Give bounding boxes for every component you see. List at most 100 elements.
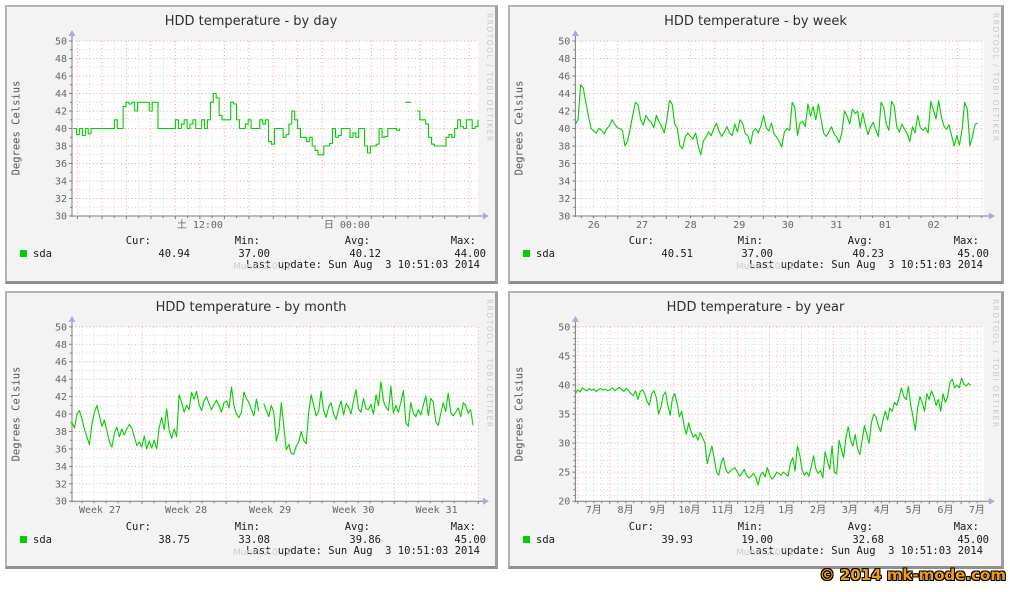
legend-max-header: Max: (953, 235, 979, 247)
legend-avg-value: 39.86 (349, 534, 381, 546)
chart-panel-month[interactable]: 30 32 34 36 38 40 42 44 46 48 50 Week 27 Week 28 Week… (5, 291, 498, 569)
svg-text:50: 50 (55, 322, 67, 333)
svg-text:7月: 7月 (969, 504, 985, 516)
svg-text:36: 36 (55, 444, 67, 455)
y-axis-title-day: Degrees Celsius (10, 80, 23, 176)
legend-min-header: Min: (737, 521, 763, 533)
svg-text:46: 46 (55, 72, 67, 83)
svg-text:02: 02 (928, 220, 940, 231)
legend-min-value: 33.08 (238, 534, 270, 546)
legend-max-value: 45.00 (957, 534, 989, 546)
y-axis-title-week: Degrees Celsius (513, 80, 526, 176)
svg-text:Week 27: Week 27 (79, 505, 121, 516)
day-chart-canvas: 30 32 34 36 38 40 42 44 46 48 50 土 12:00 日 00:00 (55, 30, 489, 231)
chart-panel-week[interactable]: 30 32 34 36 38 40 42 44 46 48 50 26 27 28 29 30 31 01 02 H… (508, 5, 1004, 284)
svg-text:30: 30 (55, 497, 67, 508)
legend-min-value: 19.00 (741, 534, 773, 546)
svg-text:2月: 2月 (810, 504, 826, 516)
svg-text:31: 31 (830, 220, 842, 231)
svg-text:8月: 8月 (618, 504, 634, 516)
site-copyright: © 2014 mk-mode.com (819, 566, 1006, 584)
svg-text:30: 30 (558, 212, 570, 223)
legend-min-value: 37.00 (238, 248, 270, 260)
legend-cur-value: 40.94 (158, 248, 190, 260)
series-swatch-sda (20, 536, 27, 543)
svg-text:29: 29 (733, 220, 745, 231)
legend-max-header: Max: (450, 235, 476, 247)
svg-text:1月: 1月 (778, 504, 794, 516)
chart-title-year: HDD temperature - by year (666, 300, 845, 315)
chart-title-day: HDD temperature - by day (164, 14, 338, 29)
svg-text:40: 40 (558, 380, 570, 391)
legend-cur-header: Cur: (628, 521, 654, 533)
svg-text:48: 48 (55, 54, 67, 65)
rrdtool-watermark: RRDTOOL / TOBI OETIKER (485, 13, 494, 143)
legend-avg-header: Avg: (847, 235, 873, 247)
svg-text:Week 31: Week 31 (416, 505, 458, 516)
svg-text:27: 27 (636, 220, 648, 231)
svg-text:25: 25 (558, 468, 570, 479)
munin-version: Munin 2.0.12 (233, 548, 292, 558)
svg-text:40: 40 (55, 124, 67, 135)
svg-text:45: 45 (558, 351, 570, 362)
chart-title-month: HDD temperature - by month (155, 300, 347, 315)
svg-text:Week 30: Week 30 (332, 505, 374, 516)
series-label-sda: sda (536, 534, 555, 546)
svg-text:32: 32 (55, 479, 67, 490)
svg-text:土 12:00: 土 12:00 (177, 218, 223, 231)
svg-text:7月: 7月 (586, 504, 602, 516)
series-label-sda: sda (33, 248, 52, 260)
svg-text:11月: 11月 (711, 504, 733, 516)
legend-min-value: 37.00 (741, 248, 773, 260)
chart-panel-year[interactable]: 20 25 30 35 40 45 50 7月 8月 9月 10月 11月 12月 1月 2月 3月 4月 5月 6… (508, 291, 1004, 569)
svg-text:38: 38 (55, 427, 67, 438)
legend-min-header: Min: (737, 235, 763, 247)
svg-text:Week 29: Week 29 (249, 505, 291, 516)
chart-panel-day[interactable]: 30 32 34 36 38 40 42 44 46 48 50 土 12:00 日 00:00 HDD… (5, 5, 498, 284)
svg-text:44: 44 (55, 375, 67, 386)
svg-text:50: 50 (558, 37, 570, 48)
rrdtool-watermark: RRDTOOL / TOBI OETIKER (991, 299, 1000, 429)
svg-text:48: 48 (558, 54, 570, 65)
legend-cur-header: Cur: (628, 235, 654, 247)
svg-text:36: 36 (55, 159, 67, 170)
legend-cur-header: Cur: (125, 521, 151, 533)
svg-text:20: 20 (558, 497, 570, 508)
legend-avg-value: 32.68 (852, 534, 884, 546)
svg-text:38: 38 (558, 142, 570, 153)
svg-text:46: 46 (55, 357, 67, 368)
legend-max-value: 45.00 (957, 248, 989, 260)
legend-avg-value: 40.23 (852, 248, 884, 260)
svg-text:01: 01 (879, 220, 891, 231)
series-label-sda: sda (536, 248, 555, 260)
week-chart-canvas: 30 32 34 36 38 40 42 44 46 48 50 26 27 28 29 30 31 01 02 (558, 30, 995, 231)
svg-text:30: 30 (558, 439, 570, 450)
legend-avg-header: Avg: (344, 521, 370, 533)
svg-text:40: 40 (558, 124, 570, 135)
legend-cur-value: 38.75 (158, 534, 190, 546)
svg-text:28: 28 (685, 220, 697, 231)
svg-text:30: 30 (782, 220, 794, 231)
legend-avg-value: 40.12 (349, 248, 381, 260)
rrdtool-watermark: RRDTOOL / TOBI OETIKER (991, 13, 1000, 143)
last-update: Last update: Sun Aug 3 10:51:03 2014 (749, 259, 983, 271)
legend-avg-header: Avg: (344, 235, 370, 247)
svg-text:50: 50 (558, 322, 570, 333)
series-swatch-sda (20, 250, 27, 257)
svg-text:9月: 9月 (649, 504, 665, 516)
svg-text:10月: 10月 (678, 504, 700, 516)
svg-text:42: 42 (55, 392, 67, 403)
svg-text:30: 30 (55, 212, 67, 223)
svg-text:6月: 6月 (937, 504, 953, 516)
last-update: Last update: Sun Aug 3 10:51:03 2014 (246, 259, 480, 271)
svg-text:35: 35 (558, 410, 570, 421)
y-axis-title-month: Degrees Celsius (10, 366, 23, 462)
svg-text:34: 34 (55, 462, 67, 473)
svg-text:50: 50 (55, 37, 67, 48)
svg-text:Week 28: Week 28 (165, 505, 207, 516)
legend-min-header: Min: (234, 235, 260, 247)
legend-cur-value: 39.93 (661, 534, 693, 546)
svg-text:4月: 4月 (874, 504, 890, 516)
munin-version: Munin 2.0.12 (736, 262, 795, 272)
svg-text:42: 42 (558, 107, 570, 118)
